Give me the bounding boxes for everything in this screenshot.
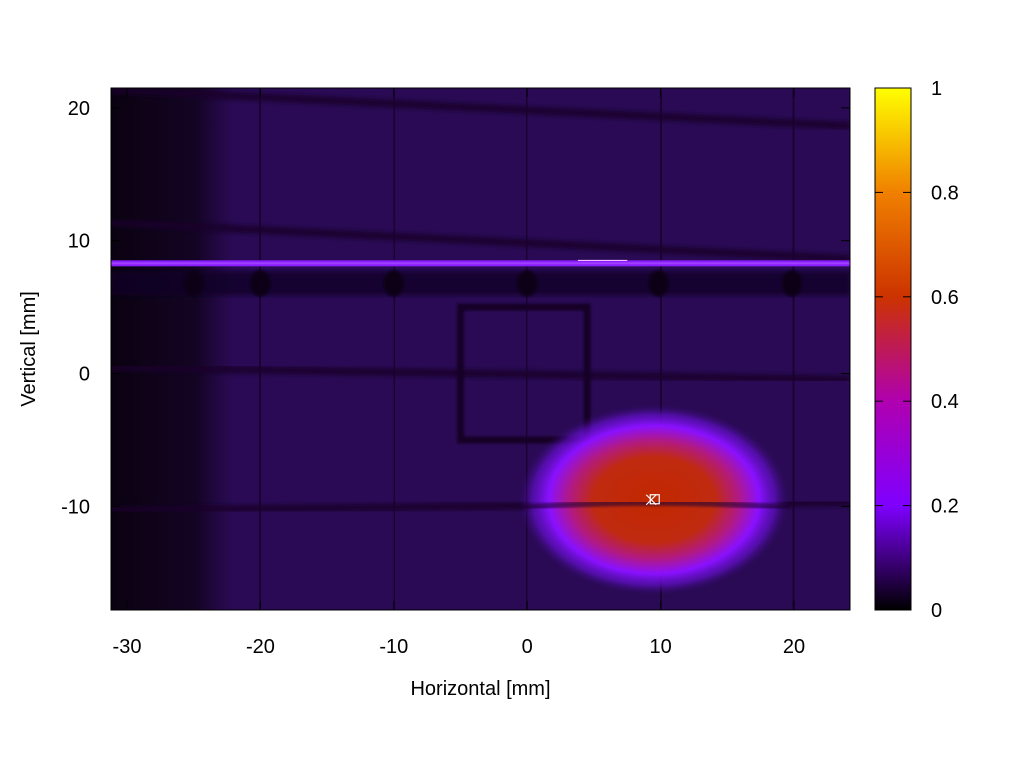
grid-shadow-lines — [111, 88, 850, 610]
grid-blob — [183, 270, 204, 297]
plot-frame — [110, 87, 851, 611]
grid-shadow-vertical — [389, 88, 400, 610]
y-tick-label: -10 — [61, 496, 90, 518]
colorbar-tick-label: 0.2 — [931, 496, 959, 518]
x-tick-label: -20 — [246, 636, 275, 658]
grid-blob — [383, 270, 404, 297]
y-axis-label: Vertical [mm] — [18, 291, 40, 407]
y-tick-label: 20 — [68, 98, 90, 120]
dark-band — [111, 271, 850, 296]
plot-area — [111, 88, 850, 610]
colorbar-tick-label: 1 — [931, 78, 942, 100]
colorbar-tick-label: 0 — [931, 600, 942, 622]
x-axis-ticks: -30 -20 -10 0 10 20 — [113, 88, 805, 658]
colorbar-ticks: 0 0.2 0.4 0.6 0.8 1 — [875, 78, 959, 622]
grid-shadow-horizontal — [111, 88, 850, 130]
marker-cross-b — [645, 494, 657, 506]
colorbar-tick-label: 0.6 — [931, 287, 959, 309]
beam-center-marker — [645, 494, 660, 506]
x-tick-label: -30 — [113, 636, 142, 658]
colorbar — [874, 87, 912, 611]
grid-blob — [517, 270, 538, 297]
y-axis-ticks: -10 0 10 20 — [61, 98, 850, 518]
grid-blob — [250, 270, 271, 297]
x-tick-label: -10 — [379, 636, 408, 658]
x-tick-label: 10 — [649, 636, 671, 658]
grid-shadow-horizontal — [111, 218, 850, 263]
grid-blob — [648, 270, 669, 297]
x-axis-label: Horizontal [mm] — [410, 678, 550, 700]
bright-horizontal-line — [111, 259, 850, 267]
grid-shadow-horizontal — [111, 363, 850, 384]
x-tick-label: 0 — [522, 636, 533, 658]
marker-square — [649, 494, 660, 505]
y-tick-label: 0 — [79, 364, 90, 386]
square-outline — [456, 303, 591, 444]
dark-left-region — [111, 88, 234, 610]
bright-line-core — [111, 262, 850, 265]
square-outline-rect — [456, 303, 591, 444]
y-tick-label: 10 — [68, 231, 90, 253]
grid-shadow-vertical — [788, 88, 799, 610]
colorbar-tick-label: 0.4 — [931, 391, 959, 413]
x-tick-label: 20 — [783, 636, 805, 658]
grid-shadow-vertical — [254, 88, 265, 610]
colorbar-tick-label: 0.8 — [931, 182, 959, 204]
grid-blob — [781, 270, 802, 297]
